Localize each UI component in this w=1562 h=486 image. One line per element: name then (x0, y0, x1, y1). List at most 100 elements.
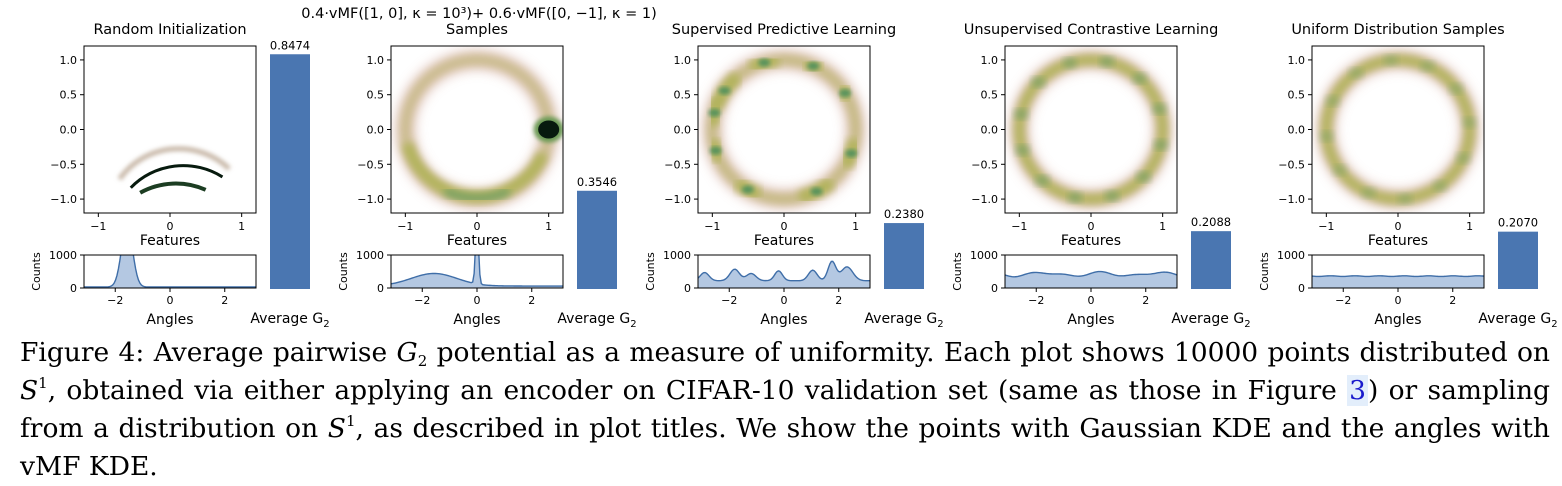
points-ytick-label: 0.5 (981, 89, 999, 102)
figure-caption: Figure 4: Average pairwise G2 potential … (20, 334, 1550, 486)
average-g2-xlabel: Average G2 (557, 311, 636, 330)
panel-title: Unsupervised Contrastive Learning (964, 22, 1219, 38)
density-cluster-peak (839, 89, 852, 98)
average-g2-xlabel: Average G2 (250, 311, 329, 330)
density-cluster-core (538, 120, 560, 139)
points-ytick-label: 1.0 (674, 54, 692, 67)
points-xtick-label: 1 (852, 220, 859, 233)
angles-density-line (1312, 275, 1484, 278)
angles-ytick-label: 0 (70, 282, 77, 295)
panel-4: Unsupervised Contrastive Learning −1 0 1 1.0… (951, 22, 1251, 330)
density-ring-peak (1136, 171, 1151, 182)
angles-xtick-label: −2 (414, 294, 430, 307)
points-density-plot (396, 50, 563, 209)
points-xtick-label: 1 (238, 220, 245, 233)
density-ring-peak (1332, 165, 1347, 176)
density-cluster-peak (718, 86, 731, 95)
angles-density-area (698, 261, 870, 288)
figure-reference-link[interactable]: 3 (1347, 375, 1368, 406)
angles-ytick-label: 0 (1298, 282, 1305, 295)
angles-density-plot (698, 260, 870, 288)
average-g2-xlabel: Average G2 (1478, 311, 1557, 330)
points-xlabel: Features (754, 233, 814, 249)
points-xtick-label: −1 (90, 220, 106, 233)
points-xlabel: Features (1061, 233, 1121, 249)
points-xtick-label: 0 (474, 220, 481, 233)
average-g2-value-label: 0.2070 (1498, 216, 1538, 230)
density-core (129, 164, 224, 189)
average-g2-value-label: 0.2380 (884, 207, 924, 221)
average-g2-value-label: 0.3546 (577, 175, 617, 189)
points-ytick-label: 0.5 (674, 89, 692, 102)
angles-xtick-label: −2 (1028, 294, 1044, 307)
points-ytick-label: −1.0 (1278, 193, 1305, 206)
angles-density-line (391, 255, 563, 287)
density-ring-mid (1013, 54, 1169, 205)
figure: Random Initialization −1 0 1 1.0 0.5 0.0 −0.5 −1… (30, 6, 1558, 330)
density-ring-peak (1068, 192, 1083, 203)
angles-xtick-label: −2 (1335, 294, 1351, 307)
density-cluster-peak (807, 61, 820, 70)
density-ring-peak (1462, 117, 1477, 128)
density-ring-peak (1361, 187, 1376, 198)
angles-ytick-label: 1000 (1277, 249, 1305, 262)
angles-xtick-label: 0 (1088, 294, 1095, 307)
angles-density-plot (1312, 275, 1484, 288)
angles-axes-frame (83, 254, 257, 289)
density-ring-peak (1152, 103, 1167, 114)
angles-ytick-label: 0 (684, 282, 691, 295)
points-xlabel: Features (140, 233, 200, 249)
density-ring-peak (1035, 175, 1050, 186)
angles-xtick-label: 0 (167, 294, 174, 307)
points-ytick-label: 0.0 (674, 124, 692, 137)
angles-xtick-label: 2 (835, 294, 842, 307)
angles-density-line (1005, 270, 1177, 278)
caption-symbol-s-sup: 1 (38, 374, 48, 392)
points-ytick-label: 0.0 (367, 124, 385, 137)
density-ring-peak (1014, 109, 1029, 120)
points-density-plot (1317, 50, 1479, 209)
angles-xtick-label: 0 (474, 294, 481, 307)
average-g2-value-label: 0.8474 (270, 38, 310, 52)
density-ring-peak (1105, 190, 1120, 201)
density-ring-peak (1319, 131, 1334, 142)
points-xtick-label: 0 (1088, 220, 1095, 233)
caption-symbol-g-sub: 2 (417, 352, 428, 370)
angles-xlabel: Angles (760, 312, 807, 328)
density-ring-mid (706, 54, 862, 205)
points-ytick-label: 0.5 (1288, 89, 1306, 102)
angles-xtick-label: 2 (528, 294, 535, 307)
points-xlabel: Features (447, 233, 507, 249)
angles-density-plot (84, 255, 256, 288)
points-ytick-label: 1.0 (981, 54, 999, 67)
caption-symbol-s-2: S (327, 413, 346, 444)
points-ytick-label: −0.5 (1278, 158, 1305, 171)
angles-ytick-label: 1000 (49, 249, 77, 262)
points-ytick-label: −0.5 (971, 158, 998, 171)
panel-3: Supervised Predictive Learning −1 0 1 1.0 0.5… (644, 22, 944, 330)
caption-text-4: ) or sampling from a distribution on (20, 375, 1550, 444)
caption-symbol-s: S (20, 375, 39, 406)
density-ring-peak (1398, 193, 1413, 204)
average-g2-xlabel: Average G2 (1171, 311, 1250, 330)
density-cluster-peak (741, 185, 754, 194)
points-xtick-label: 0 (781, 220, 788, 233)
density-ring-peak (1383, 55, 1398, 66)
points-density-plot (703, 50, 865, 209)
angles-xtick-label: −2 (107, 294, 123, 307)
points-ytick-label: −1.0 (664, 193, 691, 206)
points-ytick-label: −0.5 (50, 158, 77, 171)
angles-ylabel: Counts (337, 252, 350, 291)
points-xtick-label: −1 (397, 220, 413, 233)
density-ring-peak (1325, 95, 1340, 106)
points-ytick-label: 0.5 (60, 89, 78, 102)
angles-density-plot (1005, 270, 1177, 288)
caption-symbol-s-sup-2: 1 (345, 412, 356, 430)
points-xtick-label: 1 (545, 220, 552, 233)
density-ring-peak (1420, 61, 1435, 72)
points-density-plot (117, 146, 231, 195)
caption-text-1: Average pairwise (153, 337, 388, 368)
density-cluster-peak (708, 108, 721, 117)
panel-title: Supervised Predictive Learning (672, 22, 896, 38)
angles-density-area (391, 255, 563, 288)
